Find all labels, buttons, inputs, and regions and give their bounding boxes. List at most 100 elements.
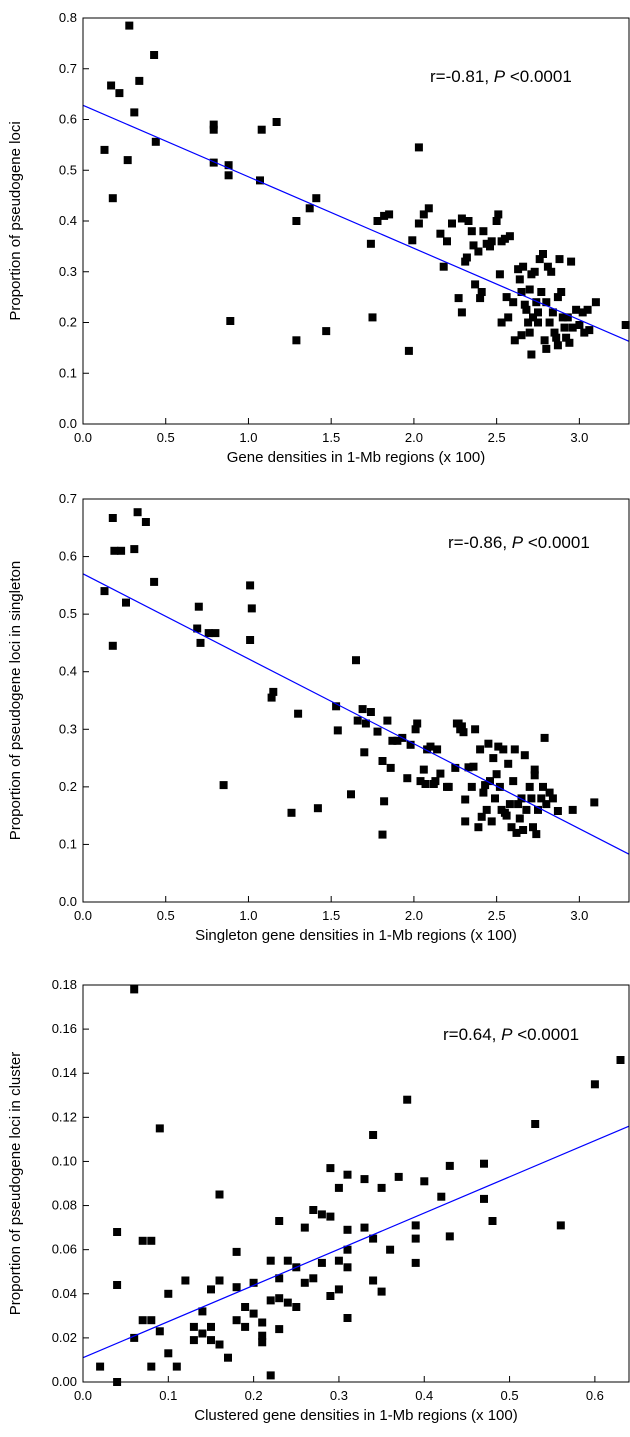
regression-line xyxy=(82,1125,630,1359)
data-point xyxy=(482,805,491,814)
data-point xyxy=(300,1223,309,1232)
data-point xyxy=(553,341,562,350)
data-point xyxy=(108,194,117,203)
data-point xyxy=(557,288,566,296)
annotation-p-symbol: P xyxy=(501,1025,513,1044)
data-point xyxy=(545,788,554,797)
x-axis-ticks: 0.0 0.1 0.2 0.3 0.4 0.5 0.6 xyxy=(74,1376,604,1403)
y-tick-label: 0.6 xyxy=(59,112,77,127)
data-point xyxy=(411,1221,420,1230)
x-tick-label: 0.3 xyxy=(330,1388,348,1403)
data-point xyxy=(529,823,537,832)
data-point xyxy=(343,1225,352,1234)
data-point xyxy=(572,305,581,314)
data-point xyxy=(123,156,132,165)
data-point xyxy=(113,1281,122,1289)
data-point xyxy=(504,759,513,768)
y-tick-label: 0.7 xyxy=(59,491,77,506)
data-point xyxy=(369,1234,378,1243)
data-point xyxy=(426,742,435,751)
data-point xyxy=(317,1210,326,1219)
x-tick-label: 0.0 xyxy=(74,430,92,445)
data-point xyxy=(495,270,504,279)
x-tick-label: 0.5 xyxy=(501,1388,519,1403)
data-point xyxy=(305,204,314,213)
data-points xyxy=(100,21,630,359)
data-point xyxy=(502,811,511,820)
data-point xyxy=(462,253,471,262)
x-tick-label: 2.0 xyxy=(405,908,423,923)
data-point xyxy=(454,294,463,303)
x-tick-label: 0.0 xyxy=(74,908,92,923)
data-point xyxy=(542,800,551,809)
x-axis-ticks: 0.0 0.5 1.0 1.5 2.0 2.5 3.0 xyxy=(74,896,588,923)
data-point xyxy=(369,1131,378,1139)
data-point xyxy=(464,217,473,225)
data-point xyxy=(209,125,218,134)
data-point xyxy=(224,1353,232,1362)
data-point xyxy=(531,1120,540,1128)
data-point xyxy=(469,762,478,771)
data-point xyxy=(515,275,524,284)
data-point xyxy=(510,336,519,345)
annotation-p-value: <0.0001 xyxy=(512,1025,579,1044)
data-point xyxy=(313,804,322,813)
data-point xyxy=(515,814,524,823)
x-tick-label: 2.5 xyxy=(488,908,506,923)
data-point xyxy=(522,805,531,814)
data-point xyxy=(510,745,519,754)
data-point xyxy=(360,1223,369,1232)
data-point xyxy=(224,161,233,170)
data-point xyxy=(283,1298,292,1307)
data-point xyxy=(147,1236,156,1245)
data-point xyxy=(525,285,534,294)
data-point xyxy=(467,227,476,236)
data-point xyxy=(519,262,528,271)
x-axis-label: Clustered gene densities in 1-Mb regions… xyxy=(194,1407,518,1424)
data-point xyxy=(524,318,533,327)
x-tick-label: 1.0 xyxy=(239,430,257,445)
y-axis-label: Proportion of pseudogene loci in cluster xyxy=(7,1052,24,1316)
y-axis-label: Proportion of pseudogene loci in singlet… xyxy=(7,561,24,840)
y-axis-ticks: 0.0 0.1 0.2 0.3 0.4 0.5 0.6 0.7 0.8 xyxy=(59,10,89,431)
data-point xyxy=(141,518,150,526)
data-point xyxy=(358,705,367,714)
data-point xyxy=(258,1318,267,1327)
data-point xyxy=(420,1177,429,1186)
data-point xyxy=(487,237,496,246)
x-tick-label: 0.2 xyxy=(245,1388,263,1403)
data-point xyxy=(347,790,355,799)
data-point xyxy=(448,219,456,228)
y-axis-ticks: 0.0 0.1 0.2 0.3 0.4 0.5 0.6 0.7 xyxy=(59,491,89,909)
data-point xyxy=(590,1080,599,1089)
data-point xyxy=(575,321,584,329)
data-point xyxy=(369,1276,378,1285)
data-point xyxy=(414,143,423,152)
data-point xyxy=(494,210,503,219)
data-point xyxy=(568,805,577,814)
data-point xyxy=(457,214,466,223)
x-tick-label: 0.4 xyxy=(415,1388,433,1403)
data-point xyxy=(500,234,509,243)
data-point xyxy=(189,1322,198,1331)
x-tick-label: 1.0 xyxy=(239,908,257,923)
data-point xyxy=(343,1314,352,1322)
data-point xyxy=(241,1303,250,1311)
data-point xyxy=(537,794,546,803)
data-point xyxy=(532,298,541,307)
data-point xyxy=(474,823,483,832)
y-tick-label: 0.1 xyxy=(59,836,77,851)
data-point xyxy=(520,751,529,760)
data-point xyxy=(532,830,541,839)
data-point xyxy=(292,1303,301,1311)
data-point xyxy=(486,777,494,786)
data-point xyxy=(198,1329,207,1338)
data-point xyxy=(275,1274,284,1283)
data-point xyxy=(433,745,442,754)
data-point xyxy=(480,1194,488,1203)
data-point xyxy=(209,158,218,167)
data-point xyxy=(309,1206,318,1214)
x-tick-label: 1.5 xyxy=(322,908,340,923)
data-point xyxy=(527,794,536,803)
y-tick-label: 0.0 xyxy=(59,894,77,909)
